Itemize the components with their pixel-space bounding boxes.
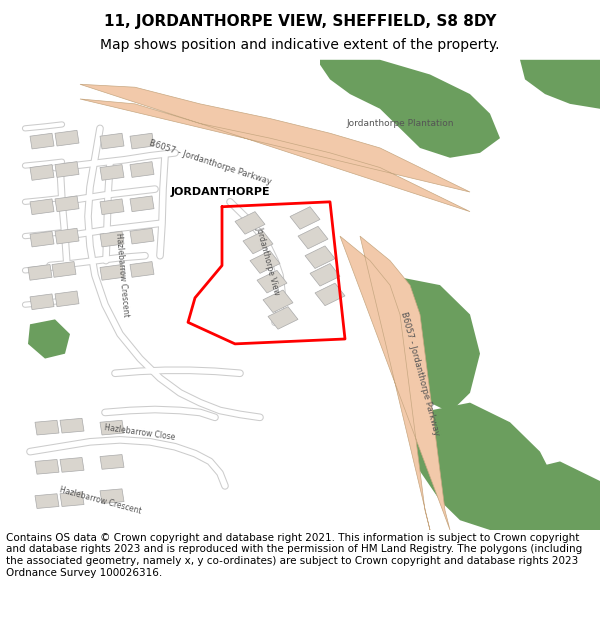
Polygon shape [130,228,154,244]
Polygon shape [268,307,298,329]
Polygon shape [100,164,124,180]
Polygon shape [60,458,84,472]
Polygon shape [130,262,154,278]
Polygon shape [263,290,293,312]
Polygon shape [510,461,600,530]
Polygon shape [52,262,76,278]
Polygon shape [30,164,54,180]
Polygon shape [55,131,79,146]
Polygon shape [298,226,328,249]
Polygon shape [130,133,154,149]
Polygon shape [257,271,287,293]
Polygon shape [130,196,154,212]
Polygon shape [520,60,600,109]
Polygon shape [320,60,500,158]
Text: Map shows position and indicative extent of the property.: Map shows position and indicative extent… [100,38,500,51]
Polygon shape [250,251,280,273]
Polygon shape [100,454,124,469]
Polygon shape [243,231,273,254]
Text: Hazlebarrow Close: Hazlebarrow Close [104,422,176,441]
Polygon shape [100,133,124,149]
Polygon shape [28,264,52,280]
Polygon shape [30,199,54,214]
Polygon shape [35,459,59,474]
Polygon shape [315,283,345,306]
Polygon shape [28,319,70,359]
Polygon shape [410,402,560,530]
Text: B6057 - Jordanthorpe Parkway: B6057 - Jordanthorpe Parkway [148,139,272,187]
Polygon shape [35,494,59,509]
Polygon shape [305,246,335,269]
Polygon shape [310,264,340,286]
Polygon shape [60,492,84,506]
Polygon shape [55,291,79,307]
Text: 11, JORDANTHORPE VIEW, SHEFFIELD, S8 8DY: 11, JORDANTHORPE VIEW, SHEFFIELD, S8 8DY [104,14,496,29]
Text: Contains OS data © Crown copyright and database right 2021. This information is : Contains OS data © Crown copyright and d… [6,533,582,578]
Polygon shape [55,162,79,177]
Polygon shape [100,420,124,435]
Polygon shape [340,236,450,530]
Polygon shape [100,231,124,247]
Polygon shape [100,264,124,280]
Polygon shape [30,231,54,247]
Polygon shape [30,294,54,309]
Polygon shape [80,84,470,212]
Polygon shape [100,489,124,504]
Text: JORDANTHORPE: JORDANTHORPE [170,187,270,197]
Text: Jordanthorpe Plantation: Jordanthorpe Plantation [346,119,454,128]
Polygon shape [290,207,320,229]
Polygon shape [35,420,59,435]
Polygon shape [130,162,154,177]
Polygon shape [30,133,54,149]
Polygon shape [55,228,79,244]
Text: B6057 - Jordanthorpe Parkway: B6057 - Jordanthorpe Parkway [399,310,441,436]
Polygon shape [390,275,480,412]
Polygon shape [60,418,84,433]
Text: Hazlebarrow Crescent: Hazlebarrow Crescent [114,233,130,318]
Polygon shape [235,212,265,234]
Polygon shape [55,196,79,212]
Text: Hazlebarrow Crescent: Hazlebarrow Crescent [58,486,142,516]
Polygon shape [100,199,124,214]
Text: Jordanthorpe View: Jordanthorpe View [254,226,281,296]
